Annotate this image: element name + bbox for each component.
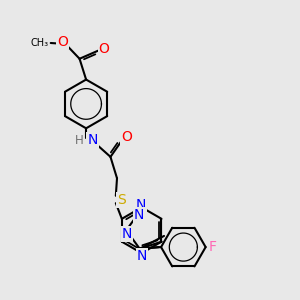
Text: H: H — [75, 134, 84, 147]
Text: N: N — [122, 227, 132, 241]
Text: O: O — [98, 42, 110, 56]
Text: N: N — [87, 133, 98, 147]
Text: N: N — [137, 249, 148, 263]
Text: S: S — [117, 193, 126, 207]
Text: O: O — [57, 34, 68, 49]
Text: F: F — [208, 240, 216, 254]
Text: O: O — [122, 130, 132, 144]
Text: N: N — [134, 208, 144, 222]
Text: N: N — [136, 198, 146, 212]
Text: CH₃: CH₃ — [30, 38, 49, 48]
